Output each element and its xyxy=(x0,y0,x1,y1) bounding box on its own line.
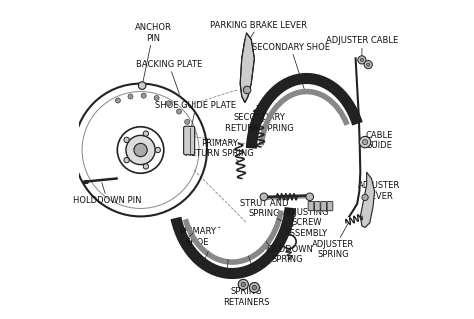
Text: SECONDARY
RETURN SPRING: SECONDARY RETURN SPRING xyxy=(225,114,293,133)
Circle shape xyxy=(241,282,246,286)
Circle shape xyxy=(166,101,171,106)
Circle shape xyxy=(176,109,182,114)
Text: SPRING
RETAINERS: SPRING RETAINERS xyxy=(223,285,270,307)
Text: HOLDDOWN
SPRING: HOLDDOWN SPRING xyxy=(261,245,313,264)
Text: ADJUSTING
SCREW
ASSEMBLY: ADJUSTING SCREW ASSEMBLY xyxy=(283,206,330,238)
Circle shape xyxy=(185,119,190,124)
Polygon shape xyxy=(360,172,374,227)
FancyBboxPatch shape xyxy=(327,202,333,211)
FancyBboxPatch shape xyxy=(308,202,314,211)
Text: ADJUSTER CABLE: ADJUSTER CABLE xyxy=(326,36,398,56)
Text: CABLE
GUIDE: CABLE GUIDE xyxy=(365,131,393,150)
Circle shape xyxy=(126,135,155,165)
Circle shape xyxy=(134,143,147,157)
Circle shape xyxy=(243,86,251,94)
FancyBboxPatch shape xyxy=(321,202,327,211)
Polygon shape xyxy=(240,33,255,103)
Circle shape xyxy=(154,95,159,100)
Circle shape xyxy=(238,279,248,289)
Circle shape xyxy=(141,93,146,98)
Circle shape xyxy=(155,147,161,153)
Text: ADJUSTER
SPRING: ADJUSTER SPRING xyxy=(312,223,355,259)
Text: PARKING BRAKE LEVER: PARKING BRAKE LEVER xyxy=(210,21,307,40)
Text: ADJUSTER
LEVER: ADJUSTER LEVER xyxy=(358,182,401,201)
Circle shape xyxy=(362,194,368,201)
Circle shape xyxy=(260,193,268,201)
Circle shape xyxy=(190,131,195,137)
Circle shape xyxy=(367,63,370,66)
Text: SECONDARY SHOE: SECONDARY SHOE xyxy=(252,43,330,93)
Circle shape xyxy=(363,140,368,145)
Circle shape xyxy=(249,283,259,293)
Text: SHOE GUIDE PLATE: SHOE GUIDE PLATE xyxy=(155,101,237,131)
Circle shape xyxy=(358,56,366,64)
Circle shape xyxy=(360,58,364,62)
Circle shape xyxy=(124,137,129,143)
Circle shape xyxy=(143,131,148,136)
Text: ANCHOR
PIN: ANCHOR PIN xyxy=(135,23,172,83)
FancyBboxPatch shape xyxy=(314,202,320,211)
Text: PRIMARY
RETURN SPRING: PRIMARY RETURN SPRING xyxy=(185,139,254,161)
Text: PRIMARY
SHOE: PRIMARY SHOE xyxy=(179,227,220,247)
Text: STRUT AND
SPRING: STRUT AND SPRING xyxy=(240,197,288,218)
Circle shape xyxy=(124,158,129,163)
Circle shape xyxy=(138,82,146,89)
Circle shape xyxy=(128,94,133,99)
Circle shape xyxy=(252,286,256,290)
Circle shape xyxy=(306,193,313,201)
Circle shape xyxy=(359,137,371,148)
FancyBboxPatch shape xyxy=(183,126,195,155)
Circle shape xyxy=(115,98,120,103)
Circle shape xyxy=(364,61,373,69)
Text: BACKING PLATE: BACKING PLATE xyxy=(136,60,202,94)
Text: HOLDDOWN PIN: HOLDDOWN PIN xyxy=(73,183,142,205)
Circle shape xyxy=(143,164,148,169)
